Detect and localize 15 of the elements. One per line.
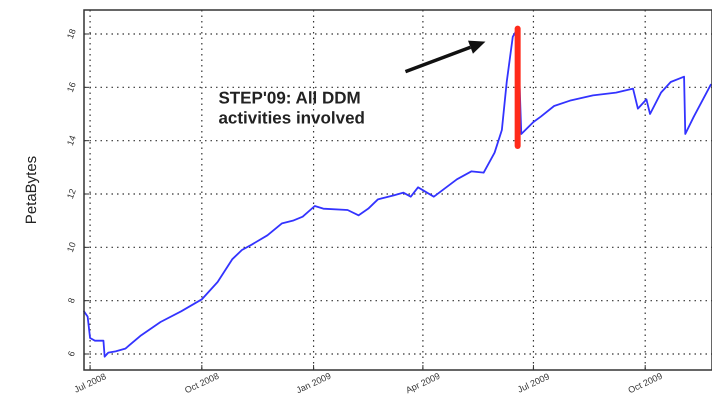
annotation: STEP'09: All DDM activities involved [218, 88, 365, 128]
x-tick-label: Apr 2009 [404, 370, 442, 396]
y-tick-label: 10 [65, 240, 78, 254]
y-axis-title: PetaBytes [23, 156, 40, 224]
x-tick-label: Jul 2009 [516, 371, 551, 395]
x-tick-label: Oct 2009 [626, 370, 664, 396]
x-tick-label: Jul 2008 [72, 371, 108, 395]
y-tick-label: 6 [66, 350, 77, 358]
x-tick-label: Jan 2009 [294, 370, 332, 396]
x-tick-label: Oct 2008 [183, 370, 220, 396]
y-tick-label: 14 [65, 134, 78, 147]
y-tick-label: 16 [65, 80, 78, 94]
y-tick-label: 18 [65, 27, 78, 40]
y-tick-label: 8 [66, 296, 77, 305]
y-tick-label: 12 [65, 187, 78, 200]
